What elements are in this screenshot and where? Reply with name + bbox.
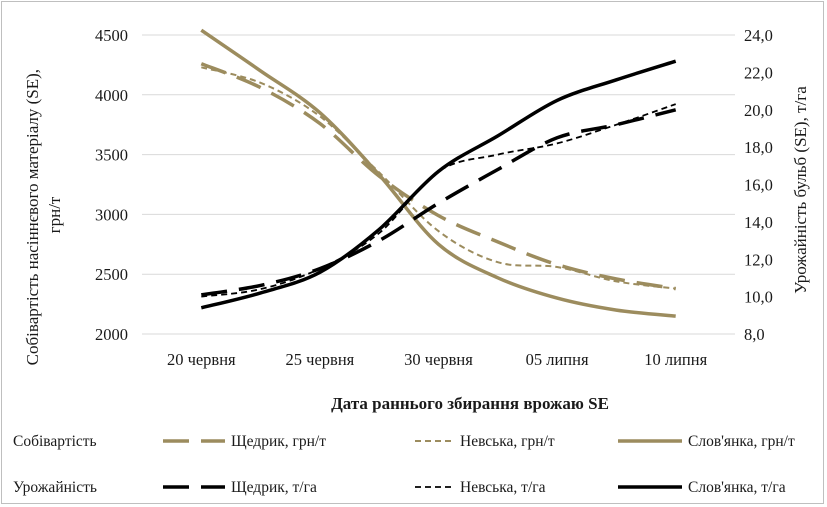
y-axis-left-title: Собівартість насіннєвого матеріалу (SE),… (23, 65, 64, 366)
gridlines (142, 34, 735, 335)
series-line-0 (200, 62, 676, 291)
legend-group-label: Урожайність (13, 479, 97, 496)
x-axis-title: Дата раннього збирання врожаю SE (331, 394, 609, 413)
series-line-4 (201, 103, 676, 298)
legend-entry-label: Щедрик, грн/т (231, 433, 326, 450)
series-line-5 (200, 59, 677, 310)
legend-entry-label: Невська, т/га (460, 479, 546, 496)
series-line-1 (201, 66, 676, 290)
legend-group-label: Собівартість (13, 433, 97, 450)
y-right-tick-label: 18,0 (744, 138, 773, 157)
series-line-2 (200, 28, 676, 318)
series-lines (200, 28, 677, 318)
legend-entry-label: Невська, грн/т (460, 433, 555, 450)
y-right-tick-label: 20,0 (744, 101, 773, 120)
y-right-tick-label: 8,0 (744, 325, 765, 344)
y-right-tick-label: 10,0 (744, 288, 773, 307)
x-tick-label: 30 червня (404, 350, 473, 369)
y-left-tick-label: 2500 (95, 265, 128, 284)
legend: Собівартість Щедрик, грн/т Невська, грн/т С… (13, 433, 795, 496)
series-line-3 (201, 108, 677, 297)
legend-entry-label: Слов'янка, грн/т (688, 433, 795, 450)
y-right-tick-label: 14,0 (744, 213, 773, 232)
y-left-tick-label: 3500 (95, 146, 128, 165)
y-right-tick-label: 24,0 (744, 26, 773, 45)
right-axis-ticks: 8,0 10,0 12,0 14,0 16,0 18,0 20,0 22,0 24,0 (744, 26, 773, 344)
y-left-tick-label: 3000 (95, 205, 128, 224)
y-left-tick-label: 2000 (95, 325, 128, 344)
y-axis-left-title-line1: Собівартість насіннєвого матеріалу (SE), (23, 69, 42, 365)
y-right-tick-label: 22,0 (744, 63, 773, 82)
legend-entry-label: Щедрик, т/га (231, 479, 317, 496)
y-axis-right-title: Урожайність бульб (SE), т/га (791, 86, 810, 294)
y-axis-left-title-line2: грн/т (45, 196, 64, 233)
x-tick-label: 20 червня (167, 350, 236, 369)
y-left-tick-label: 4000 (95, 86, 128, 105)
x-axis-ticks: 20 червня 25 червня 30 червня 05 липня 10 ли… (167, 350, 708, 369)
legend-entry-label: Слов'янка, т/га (688, 479, 786, 496)
y-right-tick-label: 12,0 (744, 250, 773, 269)
x-tick-label: 25 червня (286, 350, 355, 369)
y-left-tick-label: 4500 (95, 26, 128, 45)
x-tick-label: 10 липня (644, 350, 707, 369)
x-tick-label: 05 липня (526, 350, 589, 369)
left-axis-ticks: 2000 2500 3000 3500 4000 4500 (95, 26, 128, 344)
y-right-tick-label: 16,0 (744, 176, 773, 195)
